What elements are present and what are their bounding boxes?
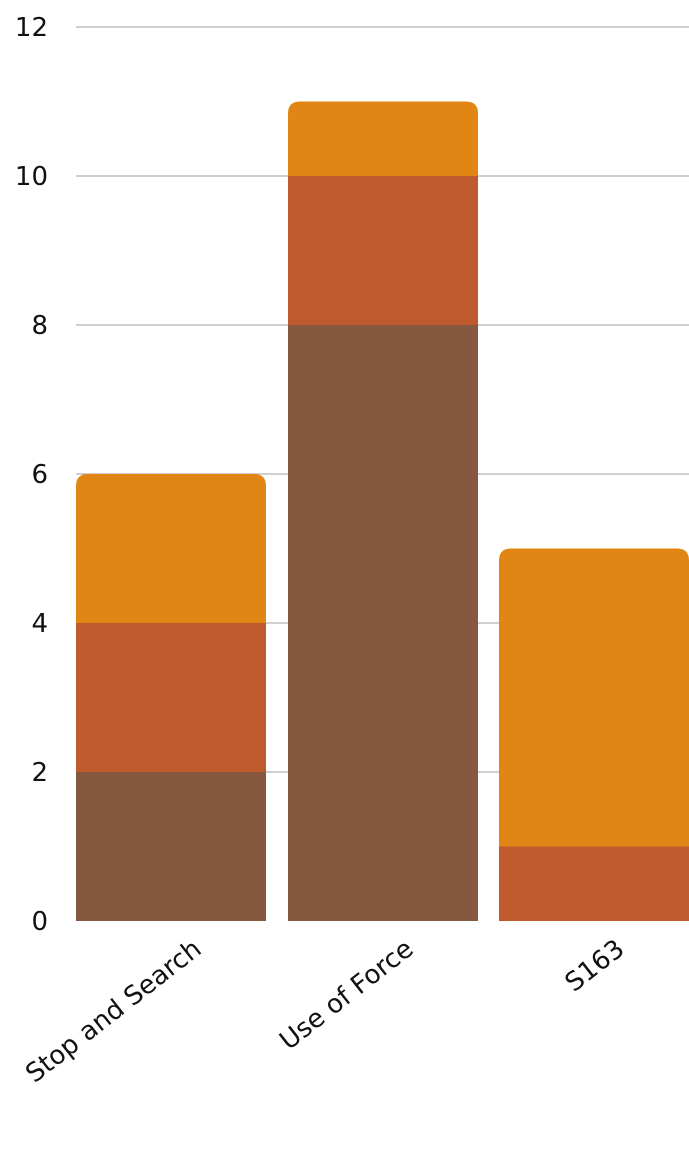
y-tick-label: 2 xyxy=(31,758,48,788)
y-tick-label: 4 xyxy=(31,609,48,639)
y-axis-ticks: 0 2 4 6 8 10 12 xyxy=(15,13,48,937)
y-tick-label: 10 xyxy=(15,162,48,192)
x-tick-label: S163 xyxy=(560,934,631,998)
bar-segment xyxy=(288,325,478,921)
bar-segment xyxy=(288,101,478,176)
y-tick-label: 8 xyxy=(31,311,48,341)
bar-segment xyxy=(76,474,266,623)
bar-segment xyxy=(499,548,689,847)
y-tick-label: 0 xyxy=(31,907,48,937)
bar-segment xyxy=(76,623,266,772)
bars xyxy=(76,101,689,921)
x-tick-label: Use of Force xyxy=(274,934,419,1056)
x-axis-ticks: Stop and Search Use of Force S163 xyxy=(20,934,630,1089)
x-tick-label: Stop and Search xyxy=(20,934,207,1089)
bar-segment xyxy=(499,846,689,921)
bar-segment xyxy=(76,772,266,921)
bar-segment xyxy=(288,176,478,325)
y-tick-label: 6 xyxy=(31,460,48,490)
y-tick-label: 12 xyxy=(15,13,48,43)
